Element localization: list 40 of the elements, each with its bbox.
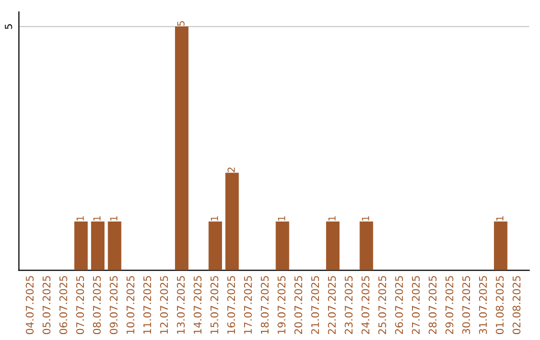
data-label: 1 — [278, 216, 286, 220]
x-tick-label: 10.07.2025 — [126, 276, 134, 334]
x-tick-label: 22.07.2025 — [328, 276, 336, 334]
data-label: 1 — [76, 216, 84, 220]
x-tick-label: 27.07.2025 — [412, 276, 420, 334]
x-tick-label: 12.07.2025 — [160, 276, 168, 334]
data-label: 2 — [228, 168, 235, 172]
x-tick-label: 14.07.2025 — [194, 276, 202, 334]
data-label: 1 — [110, 216, 118, 220]
x-tick-label: 26.07.2025 — [395, 276, 403, 334]
x-tick-label: 30.07.2025 — [462, 276, 470, 334]
x-tick-label: 02.08.2025 — [512, 276, 520, 334]
x-tick-label: 15.07.2025 — [210, 276, 218, 334]
data-label: 5 — [177, 21, 185, 26]
x-tick-label: 18.07.2025 — [260, 276, 269, 334]
x-tick-label: 09.07.2025 — [110, 276, 118, 334]
x-tick-label: 11.07.2025 — [143, 276, 152, 334]
x-tick-label: 19.07.2025 — [278, 276, 286, 334]
x-tick-label: 06.07.2025 — [59, 276, 68, 334]
x-tick-label: 01.08.2025 — [496, 276, 504, 334]
data-label: 1 — [93, 216, 100, 220]
data-label: 1 — [496, 216, 504, 220]
x-tick-label: 28.07.2025 — [428, 276, 437, 334]
x-tick-label: 20.07.2025 — [294, 276, 302, 334]
x-tick-label: 23.07.2025 — [344, 276, 353, 334]
x-tick-label: 29.07.2025 — [445, 276, 454, 334]
data-label: 1 — [210, 216, 218, 220]
data-label: 1 — [328, 216, 336, 220]
x-tick-label: 05.07.2025 — [42, 276, 50, 334]
x-tick-label: 31.07.2025 — [479, 276, 487, 334]
x-tick-label: 07.07.2025 — [76, 276, 84, 334]
x-tick-label: 24.07.2025 — [362, 276, 370, 334]
x-tick-label: 17.07.2025 — [244, 276, 252, 334]
x-tick-label: 25.07.2025 — [378, 276, 386, 334]
x-tick-label: 08.07.2025 — [92, 276, 101, 334]
x-tick-label: 04.07.2025 — [26, 276, 34, 334]
x-tick-label: 13.07.2025 — [176, 276, 185, 334]
x-tick-label: 21.07.2025 — [311, 276, 320, 334]
data-label: 1 — [362, 216, 370, 220]
x-tick-label: 16.07.2025 — [227, 276, 236, 334]
